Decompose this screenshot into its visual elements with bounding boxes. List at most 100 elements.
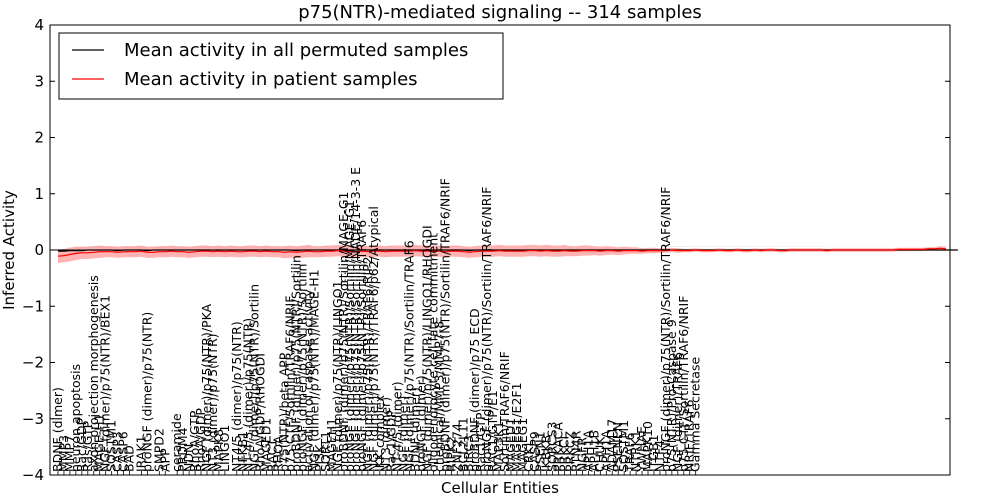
chart-title: p75(NTR)-mediated signaling -- 314 sampl…: [298, 2, 702, 23]
y-tick-label: 2: [34, 129, 44, 147]
category-label: RHOA: [271, 435, 286, 472]
category-label: MAGE-H1: [92, 413, 107, 472]
category-label: PSEN1: [533, 431, 548, 472]
category-label: NGF (dimer)/p75(NTR)/PKA: [199, 303, 214, 472]
category-label: p75(NTR)/beta APP: [276, 352, 291, 472]
category-label: NGF (dimer)/p75(NTR)/LINGO1/RHOGDI: [420, 225, 435, 472]
category-label: BCL2L11: [455, 417, 470, 472]
legend-box: [58, 32, 504, 100]
category-label: APH1A: [598, 430, 613, 472]
category-label: PSENEN: [610, 422, 625, 472]
category-label: MMP3: [56, 435, 71, 472]
category-label: proBDNF (dimer)/p75(NTR)/Sortilin: [288, 255, 303, 472]
category-label: NRIF/TRAF6: [682, 399, 697, 472]
category-label: NT4/5 (dimer)/p75(NTR): [229, 321, 244, 472]
y-tick-label: −2: [22, 354, 44, 372]
category-label: NGF (dimer)/p75(NTR)/MAGE-H1: [306, 269, 321, 472]
category-label: chemical/MMP3/MMP7-8: [431, 321, 446, 472]
category-label: APH1B: [586, 430, 601, 472]
category-label: neuron apoptosis: [68, 364, 83, 472]
category-label: BDNF (dimer): [408, 387, 423, 472]
category-label: SQSTM1: [616, 420, 631, 472]
y-tick-label: −4: [22, 466, 44, 484]
category-label: NGF (dimer)/p75(NTR)/LINGO1: [330, 280, 345, 472]
category-label: RhoA/GDP: [193, 408, 208, 472]
category-label: LINGO1: [217, 425, 232, 472]
category-label: CASP3: [110, 431, 125, 472]
category-label: CASP6: [116, 431, 131, 472]
category-label: Rac1/GDP: [384, 410, 399, 472]
category-label: PRKCZ: [563, 431, 578, 472]
category-label: RhoA/GDP/RHOGDI: [253, 353, 268, 472]
band-patient: [58, 244, 946, 263]
category-label: SORT1: [318, 431, 333, 472]
category-label: RAC1/GTP/E1: [485, 390, 500, 472]
category-label: MMP7: [62, 435, 77, 472]
category-label: MAPK8: [211, 429, 226, 472]
category-label: PRKACA: [551, 422, 566, 472]
category-label: MAPK10: [640, 421, 655, 472]
category-label: PRDM4: [175, 427, 190, 472]
category-label: proNGF (dimer)/p75(NTR)/Sortilin/TRAF6/N…: [479, 187, 494, 472]
lines-layer: [57, 247, 958, 257]
category-label: NFKB1: [235, 431, 250, 472]
category-label: ZNF274: [449, 423, 464, 472]
y-tick-label: −3: [22, 410, 44, 428]
category-label: ceramide: [169, 413, 184, 472]
y-tick-label: 1: [34, 185, 44, 203]
legend-label-patient: Mean activity in patient samples: [124, 69, 418, 90]
category-label: RhoA/GTP: [187, 410, 202, 472]
category-label: p75 CTF/Sortilin/TRAF6/NRIF: [282, 296, 297, 472]
category-label: proNGF (dimer)/p75(NTR): [139, 312, 154, 472]
category-label: proBDNF (dimer)/p75(NTR)/Sortilin/TRAF6/…: [437, 178, 452, 472]
x-axis-label: Cellular Entities: [441, 479, 559, 497]
legend: Mean activity in all permuted samples Me…: [58, 32, 504, 100]
y-tick-label: 4: [34, 16, 44, 34]
y-tick-label: −1: [22, 297, 44, 315]
category-label: IKK complex: [372, 395, 387, 472]
category-label: APP: [157, 448, 172, 472]
category-label: NGF (dimer)/p75(NTR)/BEX1: [98, 295, 113, 472]
category-label: proBDNF (dimer)/p75(NTR)/Sortilin/MAGE-G…: [336, 191, 351, 472]
category-label: p75(NTR)/Pro-Caspase 9: [664, 319, 679, 472]
category-label: TRAF6: [622, 432, 637, 473]
legend-label-permuted: Mean activity in all permuted samples: [124, 40, 468, 61]
category-label: Sortilin/TRAF6/NRIF: [497, 351, 512, 472]
category-label: NTF4: [652, 440, 667, 472]
category-label: proBDNF (dimer)/p75 ECD: [467, 308, 482, 472]
bands-layer: [58, 244, 946, 263]
category-label: APH1A: [580, 430, 595, 472]
category-label: NGFR: [574, 437, 589, 472]
category-label: Rac/GDP: [74, 418, 89, 472]
category-label: Rac1/GTP: [473, 412, 488, 472]
category-label: NT-4/5 (dimer)/p75(NTR): [241, 318, 256, 472]
category-label: NGF (dimer)/TRAF6: [670, 352, 685, 472]
category-label: MAGEG1: [515, 418, 530, 472]
category-label: RIPK2: [443, 436, 458, 472]
category-label: axon projection morphogenesis: [86, 275, 101, 472]
category-label: YWHAE: [634, 426, 649, 473]
category-label: NGF (dimer)/p75(NTR)/Sortilin/TRAF6: [402, 240, 417, 472]
category-label: proNGF (dimer): [414, 375, 429, 472]
category-label: NGF (dimer)/p75(NTR)/TRAF6/p62/Atypical: [366, 206, 381, 472]
y-axis-ticks: −4 −3 −2 −1 0 1 2 3 4: [22, 16, 950, 484]
category-label: PI3K: [312, 444, 327, 472]
category-label: NGF (dimer)/p75(NTR)/TRAF6/RIP2: [360, 256, 375, 472]
category-label: BAD: [122, 445, 137, 472]
category-label: RAC1: [265, 439, 280, 472]
category-label: CASP9: [527, 431, 542, 472]
series-line-patient: [57, 247, 947, 257]
category-label: CRKL: [521, 439, 536, 472]
category-label: proNGF (dimer)/p75(NTR)/Sortilin/NADE/14…: [348, 167, 363, 472]
category-label: ITGB1: [646, 434, 661, 472]
category-label: proNGF (dimer)/p75(NTR)/Sortilin: [294, 264, 309, 472]
category-label: NT3 (dimer): [378, 397, 393, 472]
category-label: NGF (dimer)/p75(NTR)/Sortilin: [247, 284, 262, 472]
y-tick-label: 0: [34, 241, 44, 259]
category-label: proNGF (dimer)/p75(NTR)/Sortilin/TRAF6: [354, 220, 369, 472]
category-label: oligodendrocyte cell fate commitment: [425, 233, 440, 472]
category-label: CHUK: [592, 436, 607, 472]
category-label: activation of caspase activity: [300, 289, 315, 472]
category-label: MAGEH1: [324, 418, 339, 472]
